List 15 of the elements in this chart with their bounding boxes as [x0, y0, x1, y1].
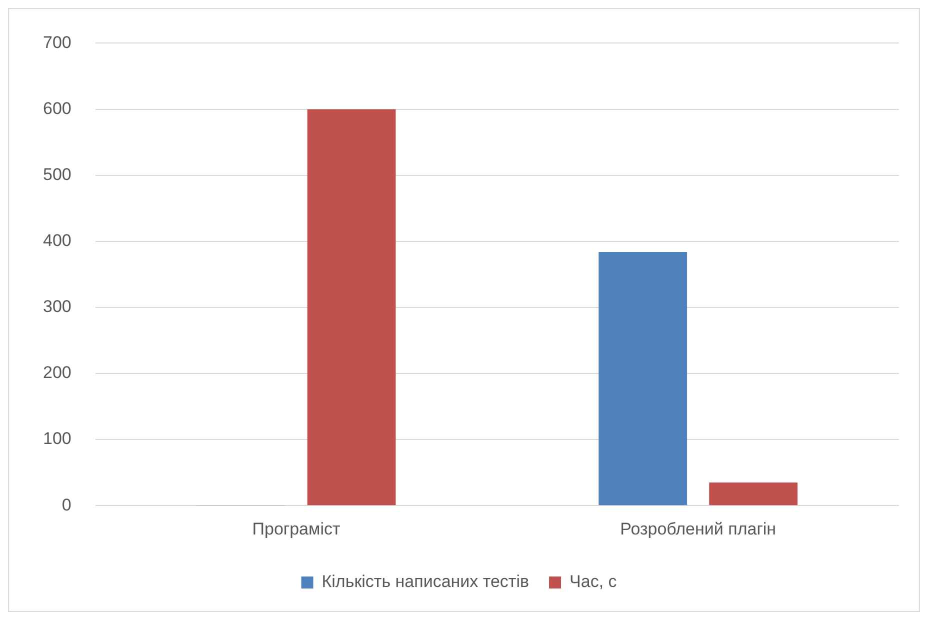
y-tick-label: 0	[62, 495, 72, 514]
bar	[709, 482, 798, 506]
y-tick-label: 100	[42, 429, 72, 448]
y-tick-label: 700	[42, 32, 72, 52]
x-tick-label: Розроблений плагін	[620, 519, 776, 538]
y-tick-label: 400	[42, 231, 72, 250]
legend-label: Кількість написаних тестів	[322, 572, 530, 592]
bar	[307, 109, 396, 506]
x-tick-label: Програміст	[252, 519, 340, 538]
bar	[598, 252, 688, 506]
y-tick-label: 500	[42, 165, 72, 184]
y-tick-label: 300	[42, 297, 72, 316]
legend-label: Час, с	[570, 572, 618, 592]
y-tick-label: 200	[42, 363, 72, 382]
y-tick-label: 600	[42, 98, 72, 118]
